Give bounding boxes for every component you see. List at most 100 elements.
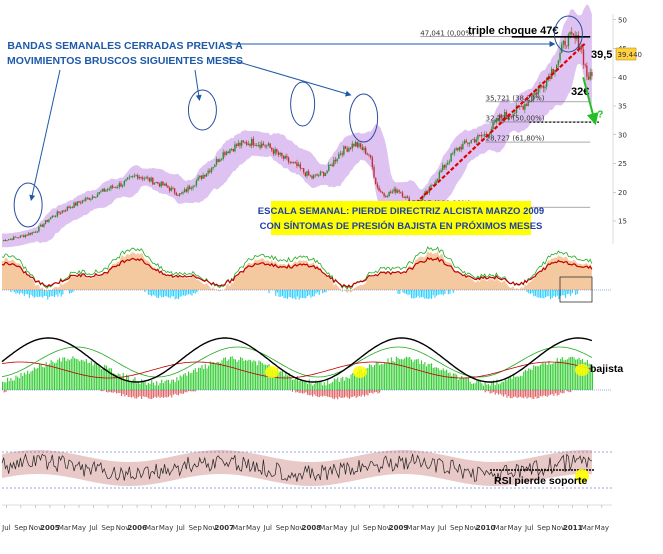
osc-neg-bar <box>171 290 173 297</box>
osc2-pos-bar <box>337 377 339 390</box>
osc2-neg-bar <box>303 390 305 394</box>
osc2-neg-bar <box>122 390 124 395</box>
osc-neg-bar <box>444 290 446 295</box>
osc2-pos-bar <box>451 375 453 390</box>
candle-body <box>98 191 100 195</box>
osc2-pos-bar <box>558 361 560 390</box>
osc2-pos-bar <box>498 384 500 390</box>
osc2-pos-bar <box>394 362 396 390</box>
osc-neg-bar <box>293 290 295 299</box>
candle-body <box>105 190 107 192</box>
osc2-neg-bar <box>300 390 302 393</box>
osc2-neg-bar <box>100 390 102 392</box>
osc2-neg-bar <box>126 390 128 396</box>
osc2-pos-bar <box>585 362 587 390</box>
osc2-neg-bar <box>553 390 555 396</box>
osc2-neg-bar <box>193 390 195 392</box>
osc2-neg-bar <box>519 390 521 397</box>
candle-body <box>316 174 318 176</box>
osc-neg-bar <box>417 290 419 297</box>
x-tick-label: Nov <box>203 524 217 532</box>
candle-body <box>480 135 482 137</box>
candle-body <box>393 188 395 192</box>
candle-body <box>8 239 10 241</box>
osc-neg-bar <box>20 290 22 293</box>
osc2-pos-bar <box>296 376 299 390</box>
osc2-neg-bar <box>338 390 340 397</box>
osc2-pos-bar <box>32 370 34 390</box>
arrow <box>194 69 202 101</box>
candle-body <box>368 154 370 156</box>
osc-neg-bar <box>538 290 540 298</box>
osc2-neg-bar <box>524 390 526 397</box>
candle-body <box>587 76 590 80</box>
x-tick-label: Jul <box>350 524 360 532</box>
osc2-pos-bar <box>442 368 444 390</box>
triple-choque-label: triple choque 47€ <box>468 25 558 37</box>
osc2-pos-bar <box>355 374 357 390</box>
candle-body <box>220 158 223 160</box>
osc-neg-bar <box>149 290 151 295</box>
osc-neg-bar <box>315 290 317 294</box>
candle-body <box>46 220 48 222</box>
candle-body <box>319 171 322 176</box>
x-tick-label: Nov <box>29 524 43 532</box>
osc2-neg-bar <box>298 390 300 394</box>
osc2-pos-bar <box>536 366 538 390</box>
osc2-pos-bar <box>241 357 243 390</box>
osc2-pos-bar <box>10 378 12 390</box>
osc2-neg-bar <box>333 390 335 400</box>
osc2-pos-bar <box>330 383 332 390</box>
osc2-pos-bar <box>166 379 168 390</box>
candle-body <box>391 191 394 193</box>
osc2-neg-bar <box>114 390 116 392</box>
osc2-pos-bar <box>115 375 118 390</box>
fib-label: 28,727 (61,80%) <box>486 135 545 143</box>
osc2-neg-bar <box>496 390 498 394</box>
candle-body <box>572 33 575 36</box>
candle-body <box>554 70 556 73</box>
candle-body <box>16 237 18 239</box>
last-price-tag: 39.440 <box>615 47 642 61</box>
candle-body <box>230 148 233 150</box>
osc-neg-bar <box>50 290 52 297</box>
osc2-pos-bar <box>234 359 237 390</box>
osc2-pos-bar <box>342 376 344 390</box>
question-mark: ? <box>597 110 603 121</box>
osc-neg-bar <box>13 290 15 293</box>
osc2-pos-bar <box>576 359 578 390</box>
osc2-neg-bar <box>529 390 531 398</box>
osc2-pos-bar <box>151 380 153 390</box>
y-tick-label: 35 <box>618 103 627 111</box>
osc2-pos-bar <box>575 359 577 390</box>
osc-neg-bar <box>35 290 37 297</box>
osc2-pos-bar <box>204 364 206 390</box>
osc2-pos-bar <box>224 357 226 390</box>
highlight-mark <box>265 366 279 378</box>
oscillator-panel-2 <box>1 337 612 400</box>
osc2-neg-bar <box>337 390 339 400</box>
osc2-pos-bar <box>132 379 134 390</box>
osc2-pos-bar <box>119 374 121 390</box>
osc2-pos-bar <box>65 360 67 390</box>
osc2-pos-bar <box>549 364 552 390</box>
candle-body <box>66 206 69 211</box>
osc2-pos-bar <box>526 370 528 390</box>
osc2-neg-bar <box>511 390 513 399</box>
osc2-neg-bar <box>174 390 176 394</box>
candle-body <box>180 193 183 195</box>
candle-body <box>390 191 392 193</box>
osc2-pos-bar <box>5 382 7 390</box>
osc-neg-bar <box>576 290 578 295</box>
osc-neg-bar <box>431 290 433 299</box>
osc2-pos-bar <box>162 383 164 390</box>
osc-neg-bar <box>550 290 552 300</box>
osc2-pos-bar <box>362 372 364 390</box>
candle-body <box>224 152 226 155</box>
osc-red-line <box>1 256 593 289</box>
osc-neg-bar <box>159 290 161 296</box>
osc-neg-bar <box>555 290 557 298</box>
osc2-pos-bar <box>384 363 386 390</box>
candle-body <box>361 147 364 151</box>
osc-neg-bar <box>30 290 32 295</box>
